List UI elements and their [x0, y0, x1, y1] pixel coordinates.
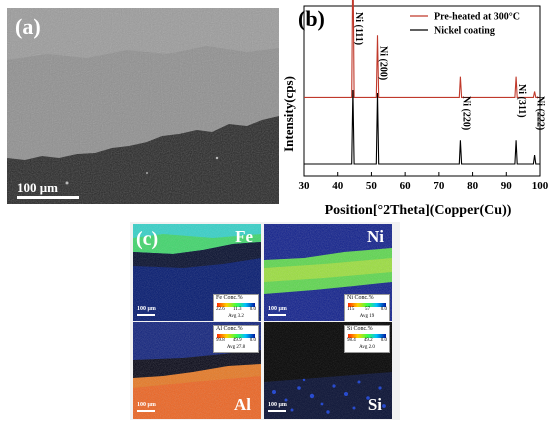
fe-legend-gradient [217, 303, 255, 307]
x-tick-label: 70 [433, 180, 445, 192]
peak-label: Ni (111) [353, 12, 364, 45]
al-legend-avg: Avg 27.8 [226, 345, 246, 350]
si-legend-title: Si Conc.% [347, 326, 373, 332]
ni-legend-avg: Avg 19 [359, 314, 375, 319]
fe-tick-min: 0.0 [249, 307, 256, 312]
ni-legend-ticks: 115 57 0.0 [347, 307, 387, 312]
eds-map-ni: Ni Ni Conc.% 115 57 0.0 Avg 19 100 μm [264, 224, 392, 321]
ni-legend-title: Ni Conc.% [347, 295, 374, 301]
al-tick-mid: 49.9 [232, 338, 242, 343]
series-line-preheated [304, 0, 540, 98]
xrd-chart-panel: (b) Intensity(cps) Position[°2Theta](Cop… [281, 0, 550, 218]
eds-maps-panel: Fe Fe Conc.% 22.6 11.3 0.0 Avg 3.2 100 μ… [130, 222, 400, 420]
ni-tick-min: 0.0 [380, 307, 387, 312]
ni-scale-label: 100 μm [268, 306, 287, 312]
si-tick-max: 98.4 [347, 338, 356, 343]
al-legend-ticks: 99.8 49.9 0.0 [216, 338, 256, 343]
sem-image-panel: (a) 100 μm [7, 8, 279, 204]
si-scale-label: 100 μm [268, 402, 287, 408]
peak-label: Ni (311) [516, 84, 527, 118]
x-tick-label: 40 [332, 180, 344, 192]
al-legend-gradient [217, 334, 255, 338]
x-tick-label: 100 [532, 180, 549, 192]
al-scale-bar [137, 410, 155, 412]
eds-map-fe: Fe Fe Conc.% 22.6 11.3 0.0 Avg 3.2 100 μ… [133, 224, 261, 321]
si-legend-avg: Avg 2.0 [359, 345, 375, 350]
ni-tick-max: 115 [347, 307, 355, 312]
peak-label: Ni (220) [460, 96, 471, 130]
si-tick-min: 0.0 [380, 338, 387, 343]
al-color-legend: Al Conc.% 99.8 49.9 0.0 Avg 27.8 [213, 325, 259, 353]
fe-legend-ticks: 22.6 11.3 0.0 [216, 307, 256, 312]
series-line-coating [304, 89, 540, 165]
ni-tick-mid: 57 [365, 307, 371, 312]
fe-element-label: Fe [235, 227, 253, 246]
fe-scale-label: 100 μm [137, 306, 156, 312]
panel-c-label: (c) [136, 228, 159, 250]
x-tick-label: 50 [366, 180, 378, 192]
x-tick-label: 80 [467, 180, 479, 192]
legend-entry: Nickel coating [434, 26, 495, 37]
si-element-label: Si [367, 395, 382, 414]
al-legend-title: Al Conc.% [216, 326, 243, 332]
x-tick-label: 90 [501, 180, 513, 192]
peak-label: Ni (222) [535, 96, 546, 130]
al-scale-label: 100 μm [137, 402, 156, 408]
si-tick-mid: 49.2 [363, 338, 373, 343]
panel-b-label: (b) [298, 6, 325, 31]
ni-element-label: Ni [367, 227, 384, 246]
si-legend-gradient [348, 334, 386, 338]
fe-tick-max: 22.6 [216, 307, 225, 312]
fe-legend-avg: Avg 3.2 [228, 314, 244, 319]
panel-a-label: (a) [15, 14, 41, 39]
x-tick-label: 30 [299, 180, 311, 192]
scale-bar [17, 196, 79, 199]
x-tick-label: 60 [400, 180, 412, 192]
legend-entry: Pre-heated at 300°C [434, 12, 520, 23]
al-tick-min: 0.0 [249, 338, 256, 343]
plot-frame [303, 5, 541, 177]
peak-label: Ni (200) [377, 46, 388, 80]
si-color-legend: Si Conc.% 98.4 49.2 0.0 Avg 2.0 [344, 325, 390, 353]
y-axis-label: Intensity(cps) [281, 76, 296, 152]
fe-map-image [133, 224, 261, 321]
eds-map-al: Al Conc.% 99.8 49.9 0.0 Avg 27.8 100 μm … [133, 322, 261, 419]
x-axis-label: Position[°2Theta](Copper(Cu)) [325, 203, 512, 218]
sem-micrograph [7, 8, 279, 204]
xrd-chart: (b) Intensity(cps) Position[°2Theta](Cop… [281, 0, 549, 218]
ni-legend-gradient [348, 303, 386, 307]
al-element-label: Al [234, 395, 251, 414]
ni-color-legend: Ni Conc.% 115 57 0.0 Avg 19 [344, 294, 390, 321]
si-legend-ticks: 98.4 49.2 0.0 [347, 338, 387, 343]
si-map-image [264, 322, 392, 419]
eds-map-si: Si Conc.% 98.4 49.2 0.0 Avg 2.0 100 μm S… [264, 322, 392, 419]
fe-tick-mid: 11.3 [232, 307, 242, 312]
scale-bar-label: 100 μm [17, 180, 58, 195]
fe-color-legend: Fe Conc.% 22.6 11.3 0.0 Avg 3.2 [213, 294, 259, 321]
ni-scale-bar [268, 314, 286, 316]
al-tick-max: 99.8 [216, 338, 225, 343]
fe-legend-title: Fe Conc.% [216, 295, 243, 301]
si-scale-bar [268, 410, 286, 412]
fe-scale-bar [137, 314, 155, 316]
plot-area: 30 40 50 60 70 80 90 100 Ni (111) Ni (200) Ni (220… [299, 0, 549, 192]
